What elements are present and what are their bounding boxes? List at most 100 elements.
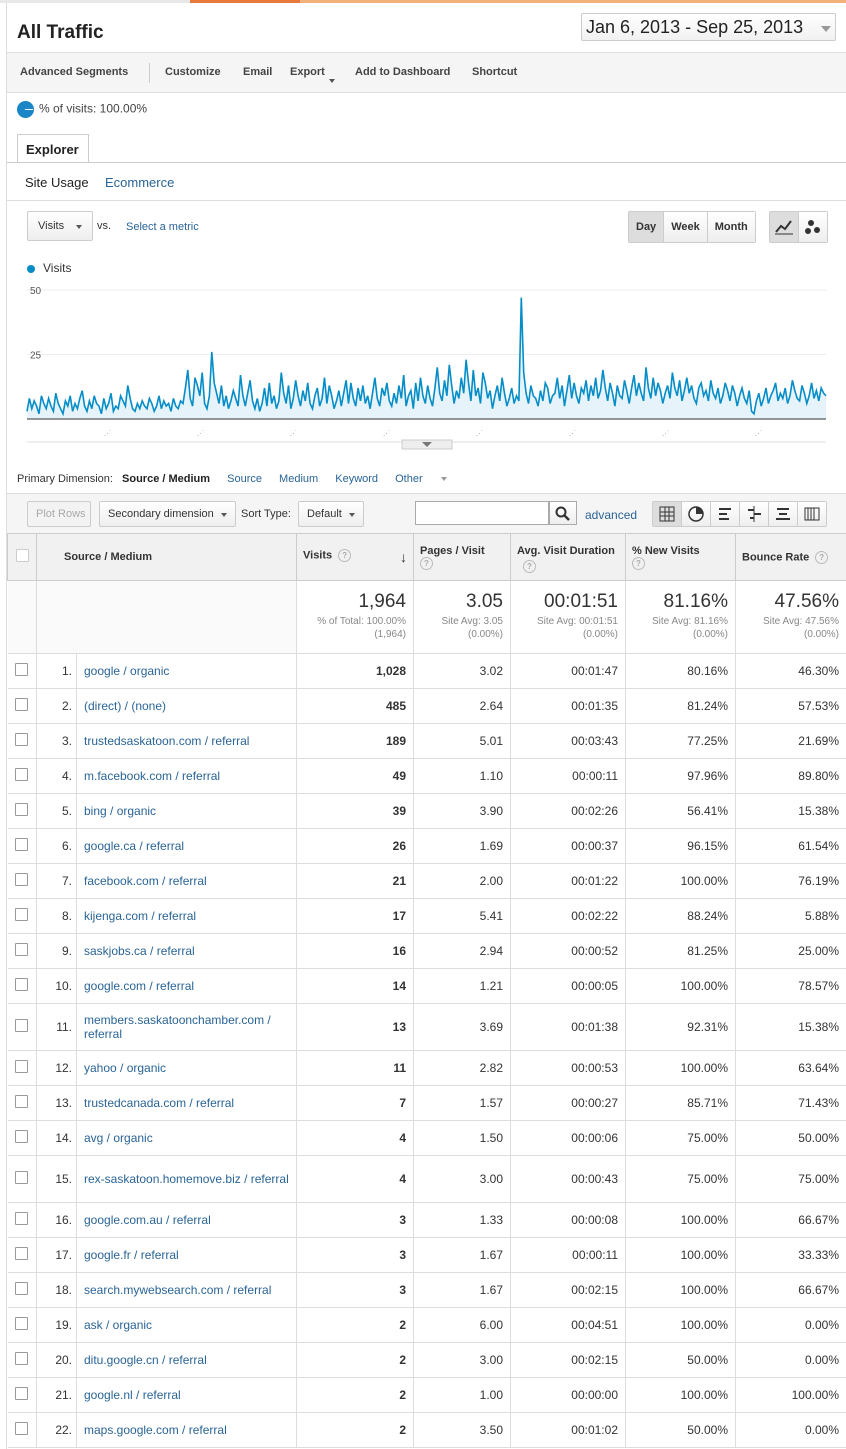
row-checkbox[interactable]	[15, 908, 29, 921]
pivot-view-button[interactable]	[797, 502, 826, 526]
help-icon[interactable]: ?	[632, 556, 645, 570]
new-visits-cell: 85.71%	[625, 1085, 736, 1121]
help-icon[interactable]: ?	[338, 549, 352, 562]
header-avg-visit-duration[interactable]: Avg. Visit Duration?	[510, 533, 626, 581]
source-medium-link[interactable]: (direct) / (none)	[84, 699, 167, 713]
source-medium-link[interactable]: google.nl / referral	[84, 1388, 181, 1402]
month-button[interactable]: Month	[706, 212, 755, 242]
pages-cell: 5.41	[413, 898, 511, 934]
source-medium-link[interactable]: google.fr / referral	[84, 1248, 179, 1262]
row-checkbox-cell	[7, 1085, 37, 1121]
dimension-medium[interactable]: Medium	[279, 473, 319, 485]
day-button[interactable]: Day	[629, 212, 664, 242]
secondary-dimension-select[interactable]: Secondary dimension	[99, 501, 236, 527]
tab-explorer[interactable]: Explorer	[17, 134, 89, 163]
table-row: 10. google.com / referral 14 1.21 00:00:05 10…	[7, 968, 846, 1004]
row-checkbox[interactable]	[15, 1282, 29, 1295]
advanced-filter-link[interactable]: advanced	[585, 508, 638, 522]
source-medium-link[interactable]: ditu.google.cn / referral	[84, 1353, 207, 1367]
dimension-other[interactable]: Other	[395, 473, 461, 485]
row-checkbox[interactable]	[15, 1171, 29, 1184]
advanced-segments-button[interactable]: Advanced Segments	[20, 66, 129, 78]
header-visits[interactable]: Visits? ↓	[296, 533, 414, 581]
row-checkbox[interactable]	[15, 1352, 29, 1365]
header-source-medium[interactable]: Source / Medium	[36, 533, 297, 581]
shortcut-button[interactable]: Shortcut	[472, 66, 518, 78]
source-medium-link[interactable]: google.com / referral	[84, 979, 195, 993]
row-checkbox[interactable]	[15, 943, 29, 956]
source-medium-link[interactable]: search.mywebsearch.com / referral	[84, 1283, 272, 1297]
email-button[interactable]: Email	[243, 66, 273, 78]
table-search-input[interactable]	[415, 501, 549, 525]
row-checkbox[interactable]	[15, 663, 29, 676]
row-checkbox[interactable]	[15, 1095, 29, 1108]
help-icon[interactable]: ?	[523, 559, 536, 573]
source-medium-link[interactable]: ask / organic	[84, 1318, 153, 1332]
row-checkbox[interactable]	[15, 978, 29, 991]
customize-button[interactable]: Customize	[165, 66, 221, 78]
row-checkbox[interactable]	[15, 838, 29, 851]
row-checkbox[interactable]	[15, 1019, 29, 1032]
source-medium-link[interactable]: facebook.com / referral	[84, 874, 207, 888]
duration-cell: 00:00:52	[510, 933, 626, 969]
source-medium-link[interactable]: trustedsaskatoon.com / referral	[84, 734, 250, 748]
source-medium-link[interactable]: yahoo / organic	[84, 1061, 167, 1075]
dimension-source[interactable]: Source	[227, 473, 262, 485]
source-medium-link[interactable]: saskjobs.ca / referral	[84, 944, 195, 958]
header-new-visits[interactable]: % New Visits?	[625, 533, 736, 581]
row-checkbox[interactable]	[15, 1317, 29, 1330]
row-checkbox[interactable]	[15, 1422, 29, 1435]
source-medium-link[interactable]: m.facebook.com / referral	[84, 769, 221, 783]
source-medium-link[interactable]: avg / organic	[84, 1131, 153, 1145]
source-medium-link[interactable]: maps.google.com / referral	[84, 1423, 227, 1437]
add-to-dashboard-button[interactable]: Add to Dashboard	[355, 66, 451, 78]
metric-select[interactable]: Visits	[27, 211, 93, 241]
row-checkbox[interactable]	[15, 1212, 29, 1225]
row-checkbox[interactable]	[15, 1387, 29, 1400]
sort-type-select[interactable]: Default	[298, 501, 364, 527]
term-cloud-view-button[interactable]	[768, 502, 797, 526]
plot-rows-button[interactable]: Plot Rows	[27, 501, 91, 527]
source-medium-link[interactable]: rex-saskatoon.homemove.biz / referral	[84, 1172, 289, 1186]
source-medium-cell: kijenga.com / referral	[76, 898, 297, 934]
row-checkbox[interactable]	[15, 803, 29, 816]
row-checkbox[interactable]	[15, 768, 29, 781]
help-icon[interactable]: ?	[815, 550, 829, 564]
x-tick-mark: .·˙	[290, 429, 298, 438]
select-metric-link[interactable]: Select a metric	[126, 221, 199, 233]
row-checkbox[interactable]	[15, 1060, 29, 1073]
new-visits-cell: 100.00%	[625, 1377, 736, 1413]
row-checkbox[interactable]	[15, 698, 29, 711]
search-button[interactable]	[549, 501, 577, 525]
select-all-checkbox[interactable]	[15, 549, 29, 562]
date-range-picker[interactable]: Jan 6, 2013 - Sep 25, 2013	[581, 13, 836, 41]
data-table-view-button[interactable]	[653, 502, 681, 526]
dimension-keyword[interactable]: Keyword	[335, 473, 379, 485]
new-visits-cell: 100.00%	[625, 1050, 736, 1086]
header-pages-per-visit[interactable]: Pages / Visit?	[413, 533, 511, 581]
source-medium-link[interactable]: members.saskatoonchamber.com / referral	[84, 1013, 271, 1041]
motion-chart-button[interactable]	[798, 212, 827, 242]
source-medium-link[interactable]: bing / organic	[84, 804, 157, 818]
source-medium-link[interactable]: google.ca / referral	[84, 839, 185, 853]
export-button[interactable]: Export	[290, 66, 335, 83]
row-checkbox[interactable]	[15, 873, 29, 886]
source-medium-link[interactable]: trustedcanada.com / referral	[84, 1096, 235, 1110]
header-bounce-rate[interactable]: Bounce Rate?	[735, 533, 846, 581]
comparison-view-button[interactable]	[739, 502, 768, 526]
week-button[interactable]: Week	[663, 212, 707, 242]
row-checkbox[interactable]	[15, 733, 29, 746]
performance-view-button[interactable]	[710, 502, 739, 526]
percentage-view-button[interactable]	[681, 502, 710, 526]
tab-site-usage[interactable]: Site Usage	[25, 175, 89, 190]
source-medium-link[interactable]: kijenga.com / referral	[84, 909, 197, 923]
source-medium-link[interactable]: google.com.au / referral	[84, 1213, 211, 1227]
row-checkbox[interactable]	[15, 1247, 29, 1260]
dimension-source-medium[interactable]: Source / Medium	[122, 473, 211, 485]
line-chart-button[interactable]	[770, 212, 798, 242]
row-checkbox[interactable]	[15, 1130, 29, 1143]
help-icon[interactable]: ?	[420, 556, 433, 570]
tab-ecommerce[interactable]: Ecommerce	[105, 175, 175, 190]
duration-cell: 00:02:15	[510, 1342, 626, 1378]
source-medium-link[interactable]: google / organic	[84, 664, 170, 678]
